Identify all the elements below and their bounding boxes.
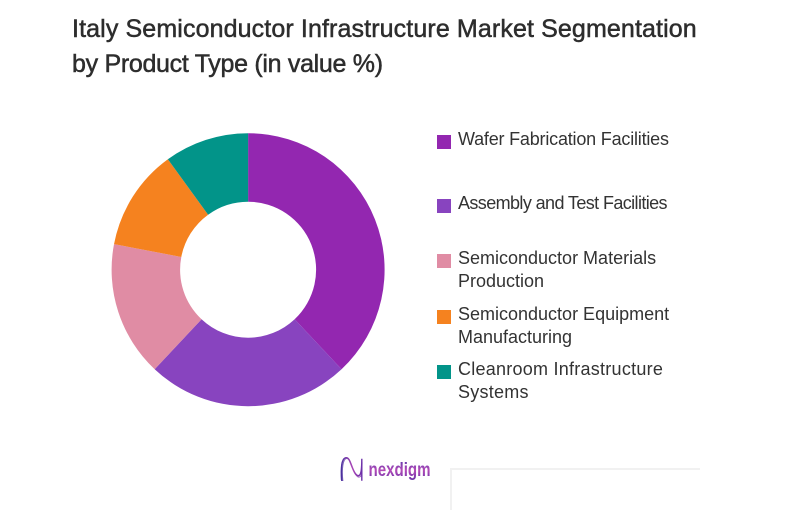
svg-text:nexdigm: nexdigm <box>369 459 431 481</box>
